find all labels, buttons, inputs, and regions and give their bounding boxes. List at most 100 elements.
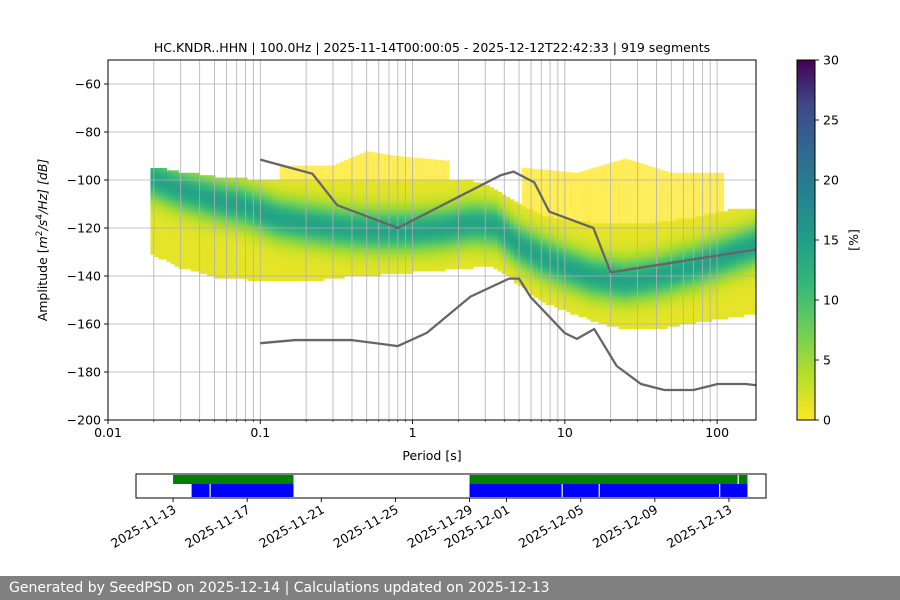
heatmap-cell [295,232,301,236]
heatmap-cell [538,247,543,250]
heatmap-cell [590,309,595,313]
heatmap-cell [566,271,571,274]
heatmap-cell [606,288,612,291]
heatmap-cell [320,204,325,207]
heatmap-cell [271,196,276,200]
heatmap-cell [267,254,272,258]
heatmap-cell [610,256,616,260]
heatmap-cell [554,297,559,301]
heatmap-cell [566,235,571,238]
heatmap-cell [630,292,636,296]
heatmap-cell [235,271,240,274]
heatmap-cell [340,242,345,246]
heatmap-cell [247,187,252,190]
heatmap-cell [638,300,644,303]
heatmap-cell [538,261,543,265]
heatmap-cell [344,192,349,195]
heatmap-cell [554,264,559,267]
heatmap-cell [642,232,648,236]
heatmap-outlier-cell [574,172,579,222]
heatmap-cell [267,216,272,219]
heatmap-cell [219,189,224,193]
heatmap-cell [315,240,321,243]
heatmap-cell [578,290,583,294]
heatmap-cell [558,273,563,277]
heatmap-cell [307,223,313,226]
heatmap-cell [638,232,644,236]
heatmap-cell [562,254,567,258]
heatmap-cell [546,240,551,243]
heatmap-cell [433,216,438,219]
heatmap-cell [344,180,349,183]
heatmap-cell [408,232,414,236]
heatmap-cell [170,204,176,207]
heatmap-cell [424,218,430,222]
heatmap-cell [320,268,325,272]
heatmap-cell [150,242,155,246]
heatmap-cell [461,240,466,243]
heatmap-cell [441,240,446,243]
heatmap-cell [384,235,390,238]
heatmap-cell [618,278,624,282]
heatmap-cell [558,285,563,289]
heatmap-cell [626,228,632,231]
heatmap-cell [380,206,385,210]
heatmap-cell [630,302,636,306]
heatmap-cell [162,194,167,198]
heatmap-cell [231,276,236,279]
heatmap-cell [614,314,620,318]
heatmap-cell [513,235,519,238]
heatmap-cell [211,237,216,241]
heatmap-cell [481,252,486,255]
heatmap-cell [630,271,636,274]
heatmap-cell [263,204,268,207]
heatmap-cell [598,259,603,262]
heatmap-cell [638,264,644,267]
heatmap-cell [223,271,228,274]
heatmap-cell [424,196,430,200]
heatmap-cell [586,288,591,291]
heatmap-cell [239,264,244,267]
heatmap-cell [174,196,180,200]
heatmap-cell [525,242,531,246]
heatmap-cell [574,261,579,265]
heatmap-outlier-cell [610,162,616,224]
heatmap-cell [566,249,571,253]
heatmap-cell [614,276,620,279]
heatmap-cell [445,261,450,265]
heatmap-cell [380,187,385,190]
heatmap-cell [332,218,337,222]
heatmap-cell [457,220,462,224]
heatmap-cell [477,264,482,267]
heatmap-cell [433,218,438,222]
heatmap-cell [453,235,458,238]
heatmap-cell [618,312,624,315]
heatmap-cell [542,261,547,265]
heatmap-cell [174,230,180,234]
heatmap-cell [206,213,212,217]
heatmap-cell [647,302,652,306]
heatmap-cell [461,206,466,210]
heatmap-cell [594,225,599,229]
heatmap-cell [150,194,155,198]
heatmap-cell [348,244,353,248]
heatmap-cell [614,290,620,294]
heatmap-cell [598,300,603,303]
heatmap-cell [517,225,523,229]
heatmap-cell [642,300,648,303]
heatmap-cell [271,266,276,270]
heatmap-cell [550,261,555,265]
heatmap-cell [223,264,228,267]
heatmap-cell [602,271,608,274]
heatmap-cell [618,309,624,313]
heatmap-cell [598,225,603,229]
heatmap-cell [219,230,224,234]
heatmap-cell [235,235,240,238]
heatmap-cell [352,187,357,190]
heatmap-cell [255,204,260,207]
heatmap-cell [437,264,442,267]
heatmap-cell [638,302,644,306]
heatmap-cell [533,230,539,234]
heatmap-cell [606,261,612,265]
heatmap-cell [344,230,349,234]
